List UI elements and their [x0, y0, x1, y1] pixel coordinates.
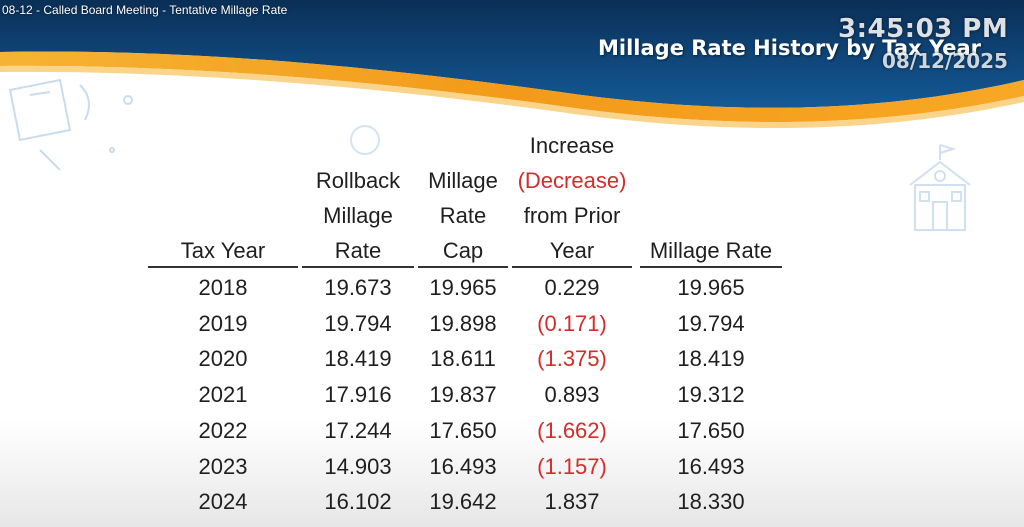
cell-rate-cap: 19.965 [429, 275, 497, 300]
cell-change: (1.662) [537, 418, 607, 443]
cell-tax-year: 2018 [198, 275, 248, 300]
cell-rate-cap: 16.493 [429, 454, 497, 479]
cell-change: 1.837 [544, 489, 600, 514]
cell-tax-year: 2022 [198, 418, 248, 443]
cell-rollback-rate: 18.419 [324, 346, 392, 371]
header-line: Millage [428, 168, 498, 193]
header-line: Millage Rate [649, 238, 773, 263]
header-rule [512, 266, 632, 268]
header-line: from Prior [523, 203, 621, 228]
cell-rate-cap: 18.611 [430, 346, 496, 371]
header-tax-year: Tax Year [148, 233, 298, 268]
cell-millage-rate: 18.419 [677, 346, 745, 371]
cell-millage-rate: 18.330 [677, 489, 745, 514]
cell-rate-cap: 19.642 [429, 489, 497, 514]
cell-millage-rate: 19.965 [677, 275, 745, 300]
header-line: Increase [529, 133, 615, 158]
cell-rollback-rate: 14.903 [324, 454, 392, 479]
bottom-fade [0, 420, 1024, 527]
cell-rollback-rate: 17.916 [324, 382, 392, 407]
header-rollback-rate: Rollback Millage Rate [302, 163, 414, 268]
header-rule [418, 266, 508, 268]
decorative-doodle-icon [8, 78, 133, 171]
cell-rollback-rate: 19.673 [324, 275, 392, 300]
cell-tax-year: 2019 [198, 311, 248, 336]
header-rule [302, 266, 414, 268]
cell-tax-year: 2024 [198, 489, 248, 514]
header-change: Increase (Decrease) from Prior Year [512, 128, 632, 268]
header-line: Rate [334, 238, 382, 263]
cell-rollback-rate: 16.102 [324, 489, 392, 514]
cell-change: (1.157) [537, 454, 607, 479]
cell-rate-cap: 19.837 [429, 382, 497, 407]
video-title: 08-12 - Called Board Meeting - Tentative… [2, 3, 288, 17]
header-rate-cap: Millage Rate Cap [418, 163, 508, 268]
cell-millage-rate: 19.312 [677, 382, 745, 407]
header-tax-year-line: Tax Year [180, 238, 266, 263]
cell-tax-year: 2020 [198, 346, 248, 371]
cell-millage-rate: 16.493 [677, 454, 745, 479]
cell-rate-cap: 19.898 [429, 311, 497, 336]
clock-time: 3:45:03 PM [838, 14, 1009, 44]
header-line: Rate [439, 203, 487, 228]
header-rule [640, 266, 782, 268]
header-band [0, 0, 1024, 129]
cell-tax-year: 2023 [198, 454, 248, 479]
cell-change: 0.893 [544, 382, 600, 407]
cell-change: (0.171) [537, 311, 607, 336]
header-millage-rate: Millage Rate [640, 233, 782, 268]
cell-millage-rate: 17.650 [677, 418, 745, 443]
cell-rollback-rate: 19.794 [324, 311, 392, 336]
header-line: Cap [442, 238, 484, 263]
cell-millage-rate: 19.794 [677, 311, 745, 336]
cell-rate-cap: 17.650 [429, 418, 497, 443]
cell-tax-year: 2021 [198, 382, 248, 407]
cell-rollback-rate: 17.244 [324, 418, 392, 443]
schoolhouse-icon [909, 144, 971, 231]
slide-title: Millage Rate History by Tax Year [598, 36, 982, 60]
cell-change: (1.375) [537, 346, 607, 371]
header-line: Year [549, 238, 595, 263]
cell-change: 0.229 [544, 275, 600, 300]
header-rule [148, 266, 298, 268]
header-line-decrease: (Decrease) [517, 168, 627, 193]
clock-date: 08/12/2025 [882, 49, 1008, 73]
header-line: Rollback [315, 168, 401, 193]
header-line: Millage [323, 203, 393, 228]
decorative-circle-icon [350, 125, 380, 155]
